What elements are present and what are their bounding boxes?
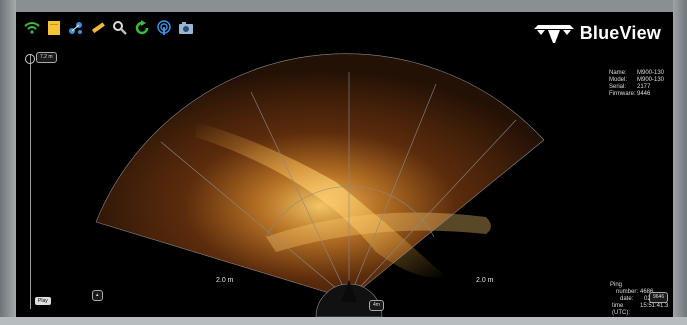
sonar-grid <box>95 53 545 300</box>
play-button[interactable]: Play <box>35 297 51 305</box>
top-range-scale: 7.2 m <box>36 52 57 63</box>
file-icon[interactable] <box>46 20 62 36</box>
serial-label: Serial: <box>609 84 627 90</box>
sonar-arc-band <box>266 212 491 252</box>
ping-number: 4686 <box>640 289 654 295</box>
range-slider-track[interactable] <box>30 54 31 309</box>
playback-scroll-handle[interactable]: ▴ <box>92 290 103 301</box>
name-value: M900-130 <box>637 70 665 76</box>
network-icon[interactable] <box>68 20 84 36</box>
serial-value: 2177 <box>637 84 651 90</box>
ping-title: Ping <box>610 282 623 288</box>
left-range-label: 2.0 m <box>216 277 234 284</box>
center-range-box[interactable]: 4m <box>369 300 384 311</box>
teledyne-mark-icon <box>533 25 574 43</box>
magnifier-icon[interactable] <box>112 20 128 36</box>
brand-name: BlueView <box>579 22 661 43</box>
sonar-window: BlueView Name: M900-130 Model: M900-130 Se… <box>16 12 673 317</box>
brand-logo: BlueView <box>532 22 661 44</box>
range-slider-knob[interactable] <box>25 54 35 64</box>
model-label: Model: <box>609 77 628 83</box>
device-info: Name: M900-130 Model: M900-130 Serial: 2177… <box>609 70 664 98</box>
ruler-icon[interactable] <box>90 20 106 36</box>
sonar-origin-marker <box>341 280 357 302</box>
firmware-value: 9446 <box>637 91 651 97</box>
background-bottom <box>0 317 687 325</box>
sonar-display <box>95 53 545 317</box>
sonar-bright-band <box>196 122 446 278</box>
ping-number-label: number: <box>616 289 639 295</box>
ping-time-label: time (UTC): <box>612 303 630 316</box>
camera-icon[interactable] <box>178 20 194 36</box>
wifi-icon[interactable] <box>24 20 40 36</box>
firmware-label: Firmware: <box>609 91 636 97</box>
name-label: Name: <box>609 70 627 76</box>
ping-date-label: date: <box>620 296 634 302</box>
ping-time: 15:51:41.3 <box>640 303 669 309</box>
ping-badge[interactable]: 9646 <box>649 292 669 303</box>
right-range-label: 2.0 m <box>476 277 494 284</box>
model-value: M900-130 <box>637 77 665 83</box>
background-left <box>0 0 16 325</box>
background-right <box>673 0 687 325</box>
toolbar <box>24 17 194 39</box>
sonar-ping-icon[interactable] <box>156 20 172 36</box>
refresh-icon[interactable] <box>134 20 150 36</box>
